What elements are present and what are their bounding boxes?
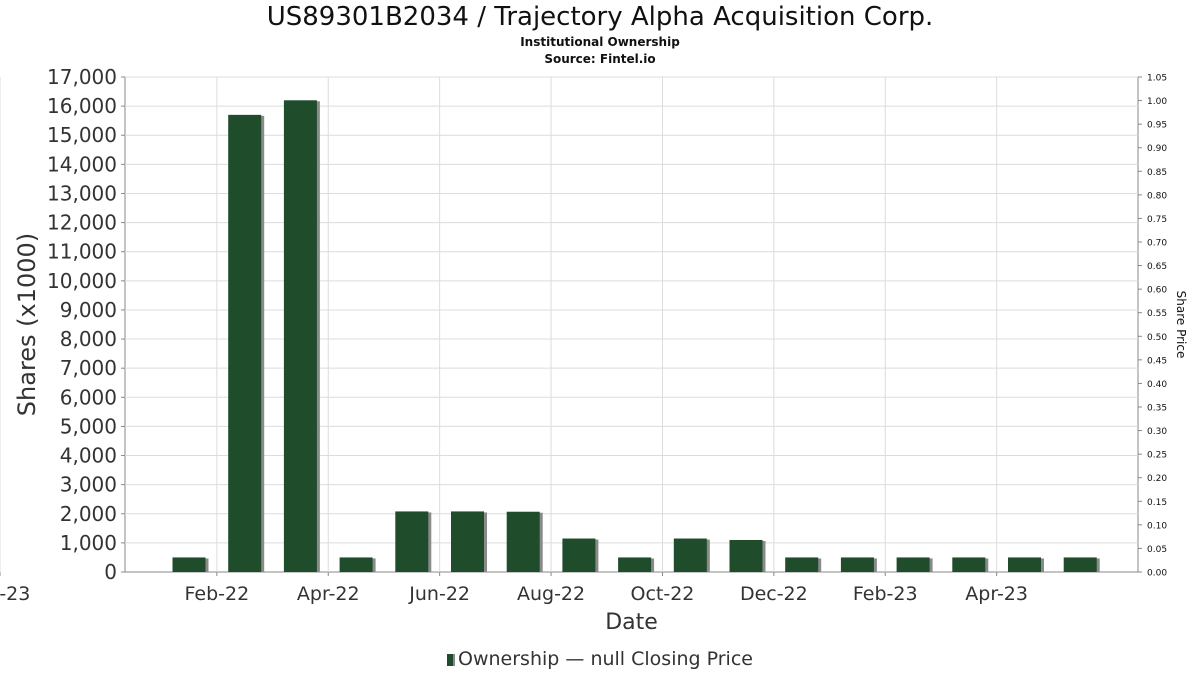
ownership-bar xyxy=(506,511,540,572)
y-tick-label: 5,000 xyxy=(60,414,117,438)
ownership-bar xyxy=(729,539,763,572)
x-tick-label: Dec-22 xyxy=(740,583,808,605)
y-tick-label: 0 xyxy=(104,560,117,584)
ownership-bar xyxy=(896,557,930,572)
y-tick-label: 12,000 xyxy=(47,211,117,235)
y2-tick-label: 0.45 xyxy=(1147,356,1167,366)
y2-tick-label: 0.40 xyxy=(1147,380,1167,390)
y2-axis-label: Share Price xyxy=(1174,291,1188,359)
y-axis-label: Shares (x1000) xyxy=(13,233,41,416)
y-tick-label: 2,000 xyxy=(60,502,117,526)
ownership-bar xyxy=(395,511,429,572)
y2-tick-label: 0.00 xyxy=(1147,569,1167,579)
x-tick-label: Apr-23 xyxy=(965,583,1028,605)
y-tick-label: 4,000 xyxy=(60,444,117,468)
x-tick-label: Oct-22 xyxy=(631,583,695,605)
y2-tick-label: 0.55 xyxy=(1147,309,1167,319)
ownership-bar xyxy=(618,557,652,572)
y2-tick-label: 0.15 xyxy=(1147,498,1167,508)
y2-tick-label: 0.80 xyxy=(1147,191,1167,201)
y-tick-label: 14,000 xyxy=(47,152,117,176)
y2-tick-label: 0.90 xyxy=(1147,144,1167,154)
ownership-swatch-icon xyxy=(447,654,456,666)
x-tick-label: Feb-22 xyxy=(185,583,250,605)
ownership-bar xyxy=(1063,557,1097,572)
y2-tick-label: 0.25 xyxy=(1147,451,1167,461)
y2-tick-label: 0.75 xyxy=(1147,215,1167,225)
y-tick-label: 7,000 xyxy=(60,356,117,380)
ownership-bar xyxy=(339,557,373,572)
y-tick-label: 6,000 xyxy=(60,385,117,409)
y2-tick-label: 0.70 xyxy=(1147,239,1167,249)
x-tick-label: Aug-22 xyxy=(517,583,585,605)
y-tick-label: 17,000 xyxy=(47,65,117,89)
ownership-bar xyxy=(172,557,206,572)
chart-subtitle: Institutional Ownership xyxy=(520,35,680,49)
ownership-bar xyxy=(840,557,874,572)
ownership-bar xyxy=(228,114,262,573)
ownership-bar xyxy=(283,100,317,572)
y2-tick-label: 0.50 xyxy=(1147,333,1167,343)
y-tick-label: 13,000 xyxy=(47,181,117,205)
y2-tick-label: 1.00 xyxy=(1147,97,1167,107)
y2-tick-label: 0.85 xyxy=(1147,168,1167,178)
ownership-bar xyxy=(451,511,484,572)
legend-price-label: null Closing Price xyxy=(590,648,753,670)
y2-tick-label: 0.30 xyxy=(1147,427,1167,437)
ownership-bar xyxy=(562,538,596,572)
y-tick-label: 16,000 xyxy=(47,94,117,118)
y-tick-label: 15,000 xyxy=(47,123,117,147)
ownership-bar xyxy=(673,538,707,572)
legend: Ownership — null Closing Price xyxy=(0,648,1200,670)
y2-tick-label: 0.95 xyxy=(1147,121,1167,131)
ownership-bar xyxy=(952,557,986,572)
y-tick-label: 9,000 xyxy=(60,298,117,322)
x-axis-label: Date xyxy=(605,610,658,635)
y-tick-label: 1,000 xyxy=(60,531,117,555)
x-tick-label: Apr-22 xyxy=(297,583,360,605)
y2-tick-label: 0.35 xyxy=(1147,404,1167,414)
ownership-bar xyxy=(785,557,819,572)
x-tick-label: Feb-23 xyxy=(853,583,918,605)
y2-tick-label: 0.20 xyxy=(1147,474,1167,484)
x-tick-label: Jun-23 xyxy=(0,583,30,605)
y-tick-label: 10,000 xyxy=(47,269,117,293)
y-tick-label: 3,000 xyxy=(60,473,117,497)
y-tick-label: 8,000 xyxy=(60,327,117,351)
y2-tick-label: 1.05 xyxy=(1147,74,1167,84)
y2-tick-label: 0.60 xyxy=(1147,286,1167,296)
y2-tick-label: 0.05 xyxy=(1147,545,1167,555)
y2-tick-label: 0.65 xyxy=(1147,262,1167,272)
legend-separator: — xyxy=(565,648,585,670)
x-tick-label: Jun-22 xyxy=(408,583,470,605)
y2-tick-label: 0.10 xyxy=(1147,521,1167,531)
plot-area xyxy=(124,76,1139,573)
y-tick-label: 11,000 xyxy=(47,240,117,264)
chart-title: US89301B2034 / Trajectory Alpha Acquisit… xyxy=(266,2,934,32)
legend-ownership-label: Ownership xyxy=(458,648,560,670)
chart-source: Source: Fintel.io xyxy=(544,52,656,66)
ownership-bar xyxy=(1008,557,1041,572)
